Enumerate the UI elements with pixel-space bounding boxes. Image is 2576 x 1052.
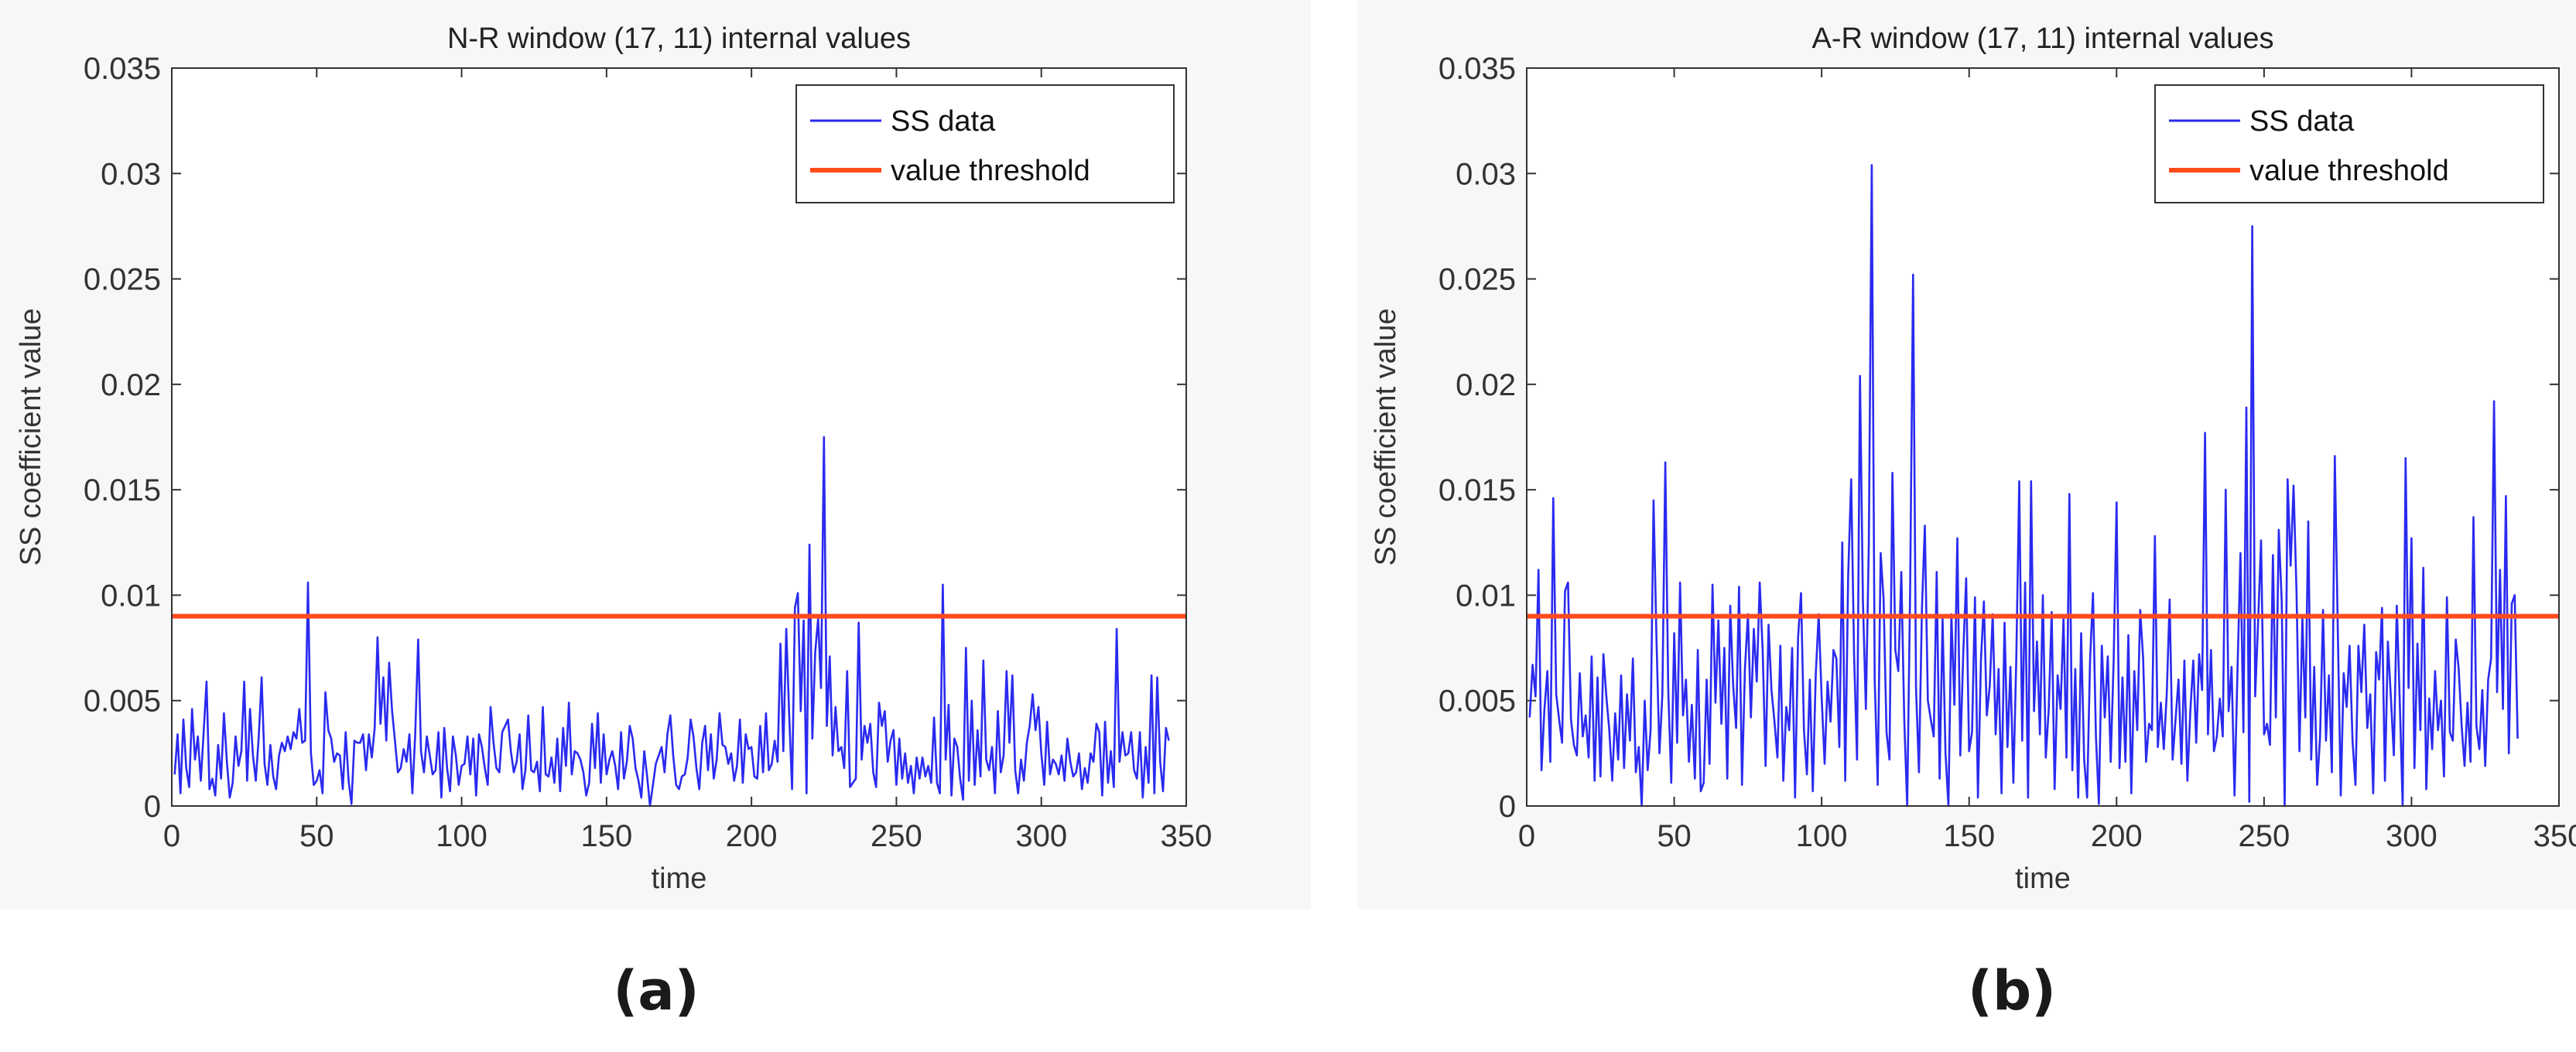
panel-b-y-tick-label: 0 <box>1499 790 1516 824</box>
panel-b-y-axis-label: SS coefficient value <box>1370 308 1402 565</box>
panel-b-chart-title: A-R window (17, 11) internal values <box>1811 22 2273 55</box>
panel-a-y-tick-label: 0.035 <box>84 52 161 86</box>
panel-a-x-tick-label: 300 <box>1015 819 1067 853</box>
panel-a-x-tick-label: 0 <box>163 819 180 853</box>
panel-b-x-tick-label: 200 <box>2091 819 2143 853</box>
panel-b-y-tick-label: 0.01 <box>1456 579 1516 613</box>
panel-a-y-axis-label: SS coefficient value <box>15 308 47 565</box>
panel-b-x-tick-label: 100 <box>1796 819 1848 853</box>
panel-a-y-tick-label: 0.005 <box>84 685 161 719</box>
panel-a-y-tick-label: 0 <box>144 790 161 824</box>
panel-a-chart-title: N-R window (17, 11) internal values <box>447 22 911 55</box>
panel-b-x-tick-label: 350 <box>2533 819 2576 853</box>
panel-b-x-tick-label: 250 <box>2238 819 2290 853</box>
panel-a-x-tick-label: 350 <box>1161 819 1213 853</box>
panel-b-y-tick-label: 0.02 <box>1456 368 1516 402</box>
panel-b-y-tick-label: 0.005 <box>1439 685 1516 719</box>
panel-a-caption: (a) <box>613 959 699 1023</box>
panel-b-caption: (b) <box>1968 959 2056 1023</box>
panel-a-x-axis-label: time <box>652 862 707 895</box>
panel-b-y-tick-label: 0.035 <box>1439 52 1516 86</box>
panel-a-series-ss-data <box>173 435 1170 808</box>
panel-b-x-tick-label: 0 <box>1518 819 1535 853</box>
panel-b-axes-box <box>1526 67 2560 807</box>
panel-b-x-tick-label: 50 <box>1657 819 1692 853</box>
panel-a-legend-label-ss-data: SS data <box>891 105 996 138</box>
panel-a-y-tick-label: 0.02 <box>101 368 161 402</box>
panel-a-x-tick-label: 200 <box>726 819 778 853</box>
panel-b-y-tick-label: 0.025 <box>1439 263 1516 297</box>
panel-a-y-tick-label: 0.015 <box>84 473 161 507</box>
panel-b-y-tick-label: 0.03 <box>1456 157 1516 191</box>
panel-a-x-tick-label: 150 <box>580 819 632 853</box>
panel-b-legend-label-ss-data: SS data <box>2249 105 2355 138</box>
panel-a-y-tick-label: 0.025 <box>84 263 161 297</box>
panel-b-x-tick-label: 150 <box>1943 819 1995 853</box>
panel-a-x-tick-label: 50 <box>299 819 334 853</box>
panel-a-x-tick-label: 100 <box>436 819 487 853</box>
panel-a-x-tick-label: 250 <box>871 819 922 853</box>
panel-a-legend-label-value-threshold: value threshold <box>891 155 1090 187</box>
panel-a-axes-box <box>171 67 1187 807</box>
panel-b-legend-label-value-threshold: value threshold <box>2249 155 2449 187</box>
panel-a-legend-box <box>795 84 1175 203</box>
panel-b-y-tick-label: 0.015 <box>1439 473 1516 507</box>
panel-b-series-ss-data <box>1528 164 2519 808</box>
panel-a-y-tick-label: 0.01 <box>101 579 161 613</box>
panel-b-legend-box <box>2154 84 2544 203</box>
panel-b-x-tick-label: 300 <box>2386 819 2437 853</box>
panel-a-y-tick-label: 0.03 <box>101 157 161 191</box>
panel-b-x-axis-label: time <box>2015 862 2071 895</box>
